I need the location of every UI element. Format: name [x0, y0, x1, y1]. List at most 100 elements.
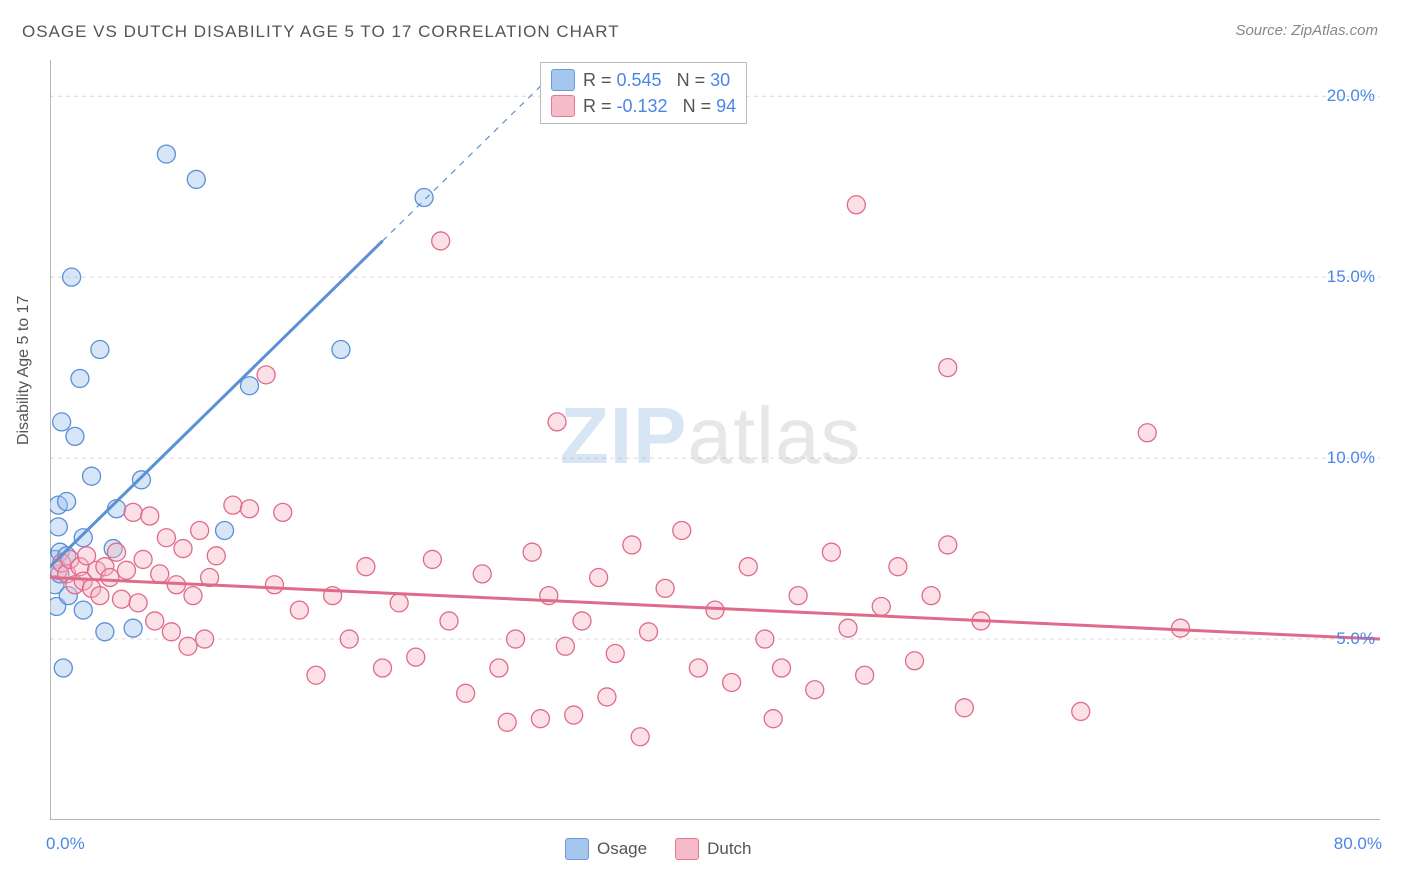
scatter-point — [590, 569, 608, 587]
scatter-point — [124, 503, 142, 521]
source-label: Source: ZipAtlas.com — [1235, 22, 1378, 39]
scatter-point — [179, 637, 197, 655]
scatter-point — [74, 601, 92, 619]
scatter-point — [1138, 424, 1156, 442]
trend-line — [50, 578, 1380, 640]
scatter-point — [63, 268, 81, 286]
scatter-point — [789, 587, 807, 605]
scatter-point — [374, 659, 392, 677]
scatter-point — [764, 710, 782, 728]
scatter-point — [906, 652, 924, 670]
scatter-point — [598, 688, 616, 706]
scatter-point — [839, 619, 857, 637]
scatter-point — [631, 728, 649, 746]
scatter-point — [1072, 702, 1090, 720]
scatter-point — [623, 536, 641, 554]
scatter-point — [83, 467, 101, 485]
scatter-point — [58, 493, 76, 511]
y-tick-label: 20.0% — [1320, 86, 1375, 106]
scatter-point — [207, 547, 225, 565]
scatter-point — [157, 529, 175, 547]
legend-stats-row: R = 0.545 N = 30 — [551, 67, 736, 93]
scatter-point — [739, 558, 757, 576]
scatter-point — [91, 341, 109, 359]
scatter-point — [307, 666, 325, 684]
scatter-point — [141, 507, 159, 525]
scatter-point — [117, 561, 135, 579]
scatter-point — [872, 597, 890, 615]
scatter-point — [184, 587, 202, 605]
scatter-point — [457, 684, 475, 702]
scatter-point — [257, 366, 275, 384]
scatter-point — [939, 359, 957, 377]
scatter-point — [390, 594, 408, 612]
scatter-point — [241, 500, 259, 518]
scatter-point — [640, 623, 658, 641]
legend-stats-text: R = -0.132 N = 94 — [583, 96, 736, 117]
scatter-point — [274, 503, 292, 521]
scatter-point — [889, 558, 907, 576]
scatter-point — [955, 699, 973, 717]
legend-stats-text: R = 0.545 N = 30 — [583, 70, 730, 91]
scatter-point — [806, 681, 824, 699]
y-tick-label: 5.0% — [1320, 629, 1375, 649]
scatter-point — [606, 645, 624, 663]
scatter-point — [756, 630, 774, 648]
scatter-point — [50, 518, 67, 536]
scatter-point — [124, 619, 142, 637]
scatter-point — [822, 543, 840, 561]
scatter-point — [773, 659, 791, 677]
scatter-point — [74, 529, 92, 547]
legend-item: Dutch — [675, 838, 751, 860]
scatter-point — [134, 550, 152, 568]
scatter-point — [332, 341, 350, 359]
scatter-point — [71, 369, 89, 387]
legend-swatch — [565, 838, 589, 860]
chart-title: OSAGE VS DUTCH DISABILITY AGE 5 TO 17 CO… — [22, 22, 620, 42]
scatter-point — [357, 558, 375, 576]
scatter-point — [129, 594, 147, 612]
scatter-point — [856, 666, 874, 684]
scatter-point — [151, 565, 169, 583]
scatter-point — [523, 543, 541, 561]
scatter-point — [706, 601, 724, 619]
scatter-point — [556, 637, 574, 655]
legend-item: Osage — [565, 838, 647, 860]
scatter-point — [565, 706, 583, 724]
scatter-point — [440, 612, 458, 630]
scatter-point — [689, 659, 707, 677]
scatter-point — [498, 713, 516, 731]
scatter-point — [66, 427, 84, 445]
scatter-point — [191, 521, 209, 539]
scatter-point — [91, 587, 109, 605]
y-axis-label: Disability Age 5 to 17 — [15, 296, 33, 445]
scatter-point — [112, 590, 130, 608]
scatter-point — [53, 413, 71, 431]
scatter-point — [507, 630, 525, 648]
scatter-point — [432, 232, 450, 250]
legend-series: Osage Dutch — [565, 838, 752, 860]
scatter-point — [473, 565, 491, 583]
scatter-point — [101, 569, 119, 587]
scatter-point — [673, 521, 691, 539]
scatter-point — [224, 496, 242, 514]
scatter-point — [108, 543, 126, 561]
scatter-point — [415, 189, 433, 207]
legend-stats-row: R = -0.132 N = 94 — [551, 93, 736, 119]
scatter-point — [939, 536, 957, 554]
x-tick-label: 80.0% — [1332, 834, 1382, 854]
scatter-point — [174, 540, 192, 558]
scatter-point — [340, 630, 358, 648]
scatter-point — [656, 579, 674, 597]
scatter-point — [847, 196, 865, 214]
scatter-point — [132, 471, 150, 489]
scatter-point — [922, 587, 940, 605]
trend-line-extrap — [383, 78, 549, 241]
scatter-point — [216, 521, 234, 539]
scatter-point — [162, 623, 180, 641]
legend-swatch — [675, 838, 699, 860]
y-tick-label: 15.0% — [1320, 267, 1375, 287]
legend-label: Dutch — [707, 839, 751, 859]
scatter-point — [490, 659, 508, 677]
scatter-point — [157, 145, 175, 163]
